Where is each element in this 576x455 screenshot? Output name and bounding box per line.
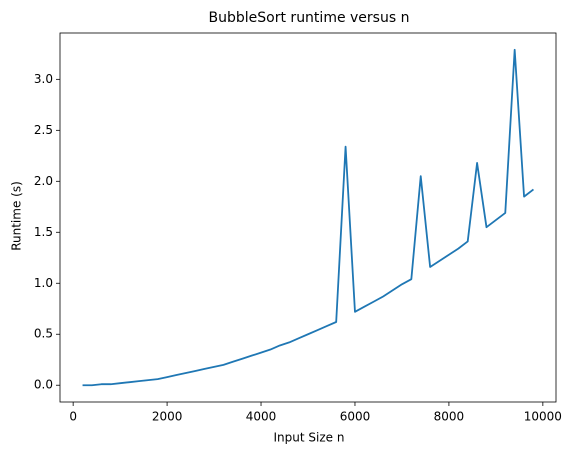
x-tick-label: 10000 — [524, 410, 562, 424]
y-tick-label: 2.0 — [34, 174, 53, 188]
chart-title: BubbleSort runtime versus n — [209, 10, 410, 26]
y-tick-label: 0.0 — [34, 378, 53, 392]
plot-frame — [59, 32, 557, 403]
x-tick-label: 0 — [69, 410, 77, 424]
x-tick-label: 8000 — [434, 410, 465, 424]
y-tick-label: 2.5 — [34, 123, 53, 137]
line-series — [82, 48, 534, 387]
y-tick-label: 1.0 — [34, 276, 53, 290]
x-tick-label: 4000 — [246, 410, 277, 424]
y-axis-label: Runtime (s) — [10, 181, 24, 251]
x-tick-label: 6000 — [340, 410, 371, 424]
y-tick-label: 3.0 — [34, 72, 53, 86]
x-axis-label: Input Size n — [274, 431, 345, 445]
y-tick-label: 1.5 — [34, 225, 53, 239]
y-tick-label: 0.5 — [34, 327, 53, 341]
x-tick-label: 2000 — [152, 410, 183, 424]
